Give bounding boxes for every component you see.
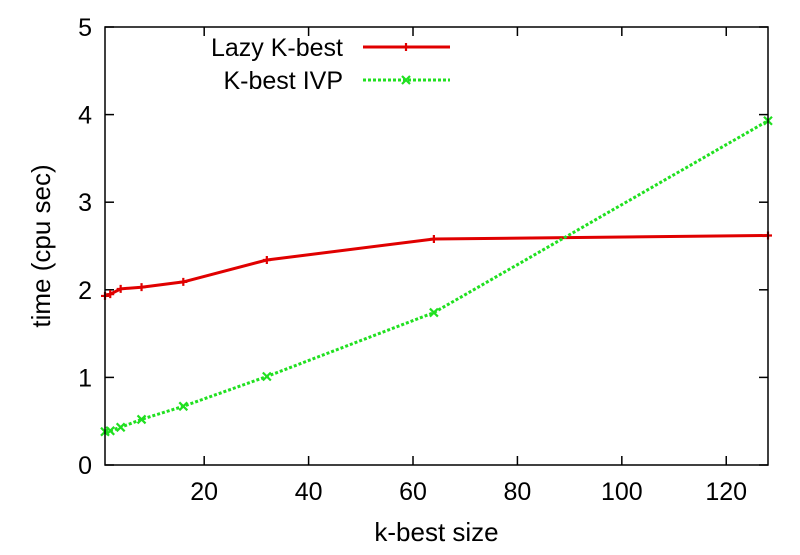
- x-tick-label: 40: [295, 478, 323, 506]
- legend-label-k-best-ivp: K-best IVP: [224, 67, 344, 95]
- data-point-lazy-k-best: [179, 277, 188, 286]
- legend: Lazy K-best K-best IVP: [211, 34, 450, 95]
- data-point-lazy-k-best: [429, 234, 438, 243]
- data-point-k-best-ivp: [262, 371, 272, 382]
- series-k-best-ivp: [100, 115, 773, 437]
- plot-frame: [104, 26, 769, 466]
- x-tick-label: 20: [190, 478, 218, 506]
- x-tick-label: 120: [705, 478, 747, 506]
- data-point-k-best-ivp: [115, 422, 126, 433]
- legend-marker-lazy-k-best: [402, 43, 410, 51]
- x-tick-label: 60: [399, 478, 427, 506]
- x-axis-label: k-best size: [374, 517, 498, 547]
- legend-marker-k-best-ivp: [401, 75, 411, 85]
- data-point-k-best-ivp: [105, 426, 115, 436]
- series-layer: [100, 115, 773, 437]
- data-point-lazy-k-best: [116, 284, 125, 293]
- tick-labels: 0 1 2 3 4 5 20 40 60 80 100 120: [78, 14, 747, 506]
- y-tick-label: 2: [78, 277, 92, 305]
- data-point-k-best-ivp: [136, 414, 147, 425]
- y-tick-label: 1: [78, 364, 92, 392]
- x-tick-label: 80: [504, 478, 532, 506]
- y-tick-label: 4: [78, 102, 92, 130]
- data-point-k-best-ivp: [429, 307, 439, 318]
- y-axis-label: time (cpu sec): [26, 164, 56, 327]
- data-point-k-best-ivp: [178, 401, 189, 412]
- x-tick-label: 100: [601, 478, 643, 506]
- y-tick-label: 5: [78, 14, 92, 42]
- data-point-lazy-k-best: [137, 283, 146, 292]
- data-point-lazy-k-best: [106, 290, 115, 299]
- y-tick-label: 0: [78, 452, 92, 480]
- data-point-lazy-k-best: [262, 256, 271, 265]
- legend-label-lazy-k-best: Lazy K-best: [211, 34, 343, 62]
- y-tick-label: 3: [78, 189, 92, 217]
